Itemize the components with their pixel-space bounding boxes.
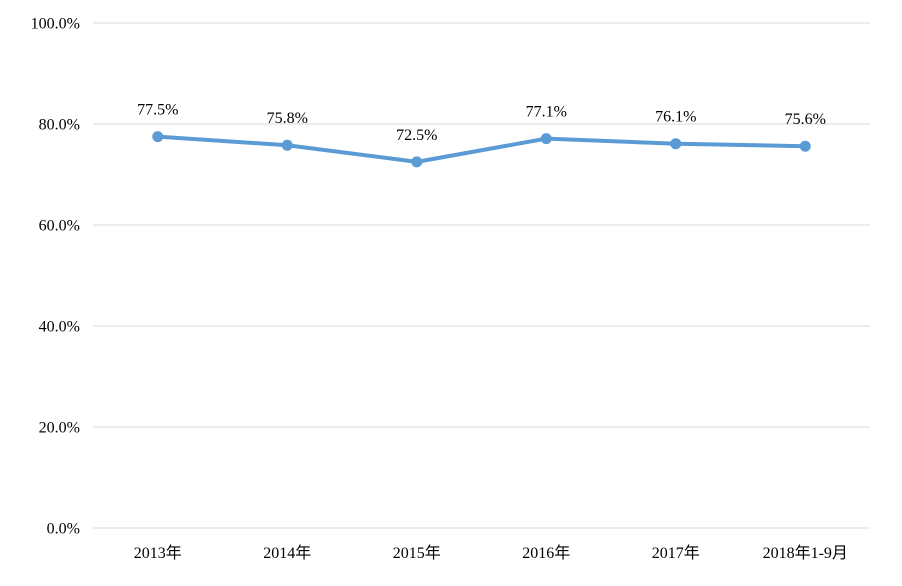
data-point-marker[interactable] xyxy=(281,139,293,151)
y-axis-tick-label: 60.0% xyxy=(39,218,80,235)
data-point-label: 77.1% xyxy=(526,104,567,121)
y-axis-tick-label: 0.0% xyxy=(47,521,80,538)
data-point-label: 76.1% xyxy=(655,109,696,126)
data-line xyxy=(155,134,808,164)
x-axis-category-label: 2017年 xyxy=(652,544,700,562)
y-axis-tick-label: 80.0% xyxy=(39,117,80,134)
data-point-label: 77.5% xyxy=(137,102,178,119)
x-axis-category-label: 2013年 xyxy=(134,544,182,562)
y-axis-tick-label: 100.0% xyxy=(31,16,80,33)
data-point-marker[interactable] xyxy=(670,138,682,150)
x-axis-category-label: 2018年1-9月 xyxy=(763,544,848,562)
x-axis-category-label: 2014年 xyxy=(263,544,311,562)
data-point-marker[interactable] xyxy=(152,131,164,143)
data-point-label: 75.6% xyxy=(785,111,826,128)
x-axis-category-label: 2015年 xyxy=(393,544,441,562)
y-axis-tick-label: 40.0% xyxy=(39,319,80,336)
data-point-label: 75.8% xyxy=(267,110,308,127)
y-axis-tick-label: 20.0% xyxy=(39,420,80,437)
data-point-marker[interactable] xyxy=(540,133,552,145)
data-point-marker[interactable] xyxy=(411,156,423,168)
data-point-marker[interactable] xyxy=(799,140,811,152)
x-axis-category-label: 2016年 xyxy=(522,544,570,562)
data-point-label: 72.5% xyxy=(396,127,437,144)
